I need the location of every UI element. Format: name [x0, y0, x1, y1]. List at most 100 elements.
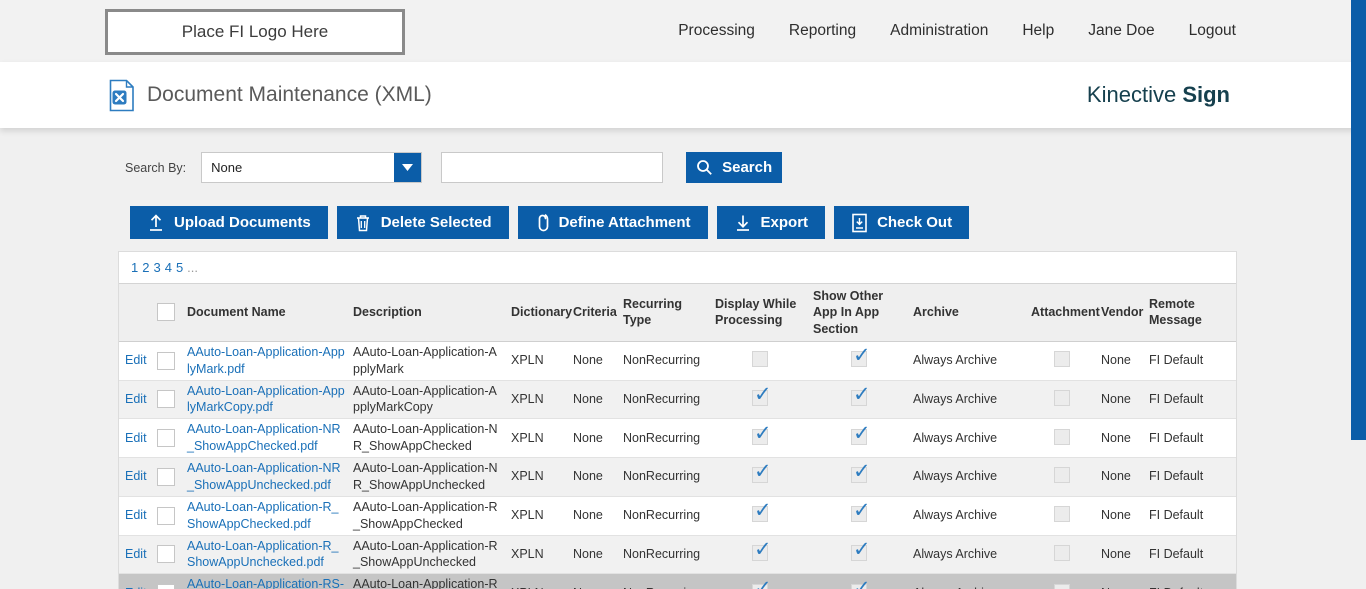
edit-link[interactable]: Edit	[125, 353, 147, 368]
document-name-link[interactable]: AAuto-Loan-Application-R_ShowAppUnchecke…	[187, 538, 339, 570]
row-checkbox[interactable]	[157, 584, 175, 589]
display-while-processing-checkbox[interactable]	[752, 458, 772, 487]
edit-link[interactable]: Edit	[125, 430, 147, 445]
nav-item-processing[interactable]: Processing	[678, 22, 755, 39]
row-checkbox[interactable]	[157, 429, 175, 448]
row-checkbox[interactable]	[157, 545, 175, 564]
nav-item-help[interactable]: Help	[1022, 22, 1055, 39]
table-row: Edit AAuto-Loan-Application-NR_ShowAppCh…	[119, 419, 1236, 458]
recurring-type-cell: NonRecurring	[623, 353, 701, 368]
page-link-4[interactable]: 4	[164, 260, 172, 275]
criteria-cell: None	[573, 469, 603, 484]
check-out-button[interactable]: Check Out	[834, 206, 970, 239]
page-link-5[interactable]: 5	[175, 260, 184, 275]
table-row: Edit AAuto-Loan-Application-RS-AFD731-te…	[119, 573, 1236, 589]
upload-icon	[147, 213, 165, 232]
search-button[interactable]: Search	[686, 152, 783, 183]
chevron-down-icon[interactable]	[394, 153, 422, 182]
brand-logo: Kinective Sign	[1087, 62, 1230, 128]
edit-link[interactable]: Edit	[125, 508, 147, 523]
recurring-type-cell: NonRecurring	[623, 508, 701, 523]
show-other-app-checkbox[interactable]	[851, 420, 871, 448]
column-header-remote-message: Remote Message	[1147, 284, 1236, 342]
row-checkbox[interactable]	[157, 506, 175, 525]
document-name-link[interactable]: AAuto-Loan-Application-RS-AFD731-test.pd…	[187, 577, 345, 589]
recurring-type-cell: NonRecurring	[623, 391, 701, 406]
display-while-processing-checkbox[interactable]	[752, 497, 772, 526]
attachment-checkbox[interactable]	[1054, 389, 1070, 406]
document-name-link[interactable]: AAuto-Loan-Application-R_ShowAppChecked.…	[187, 499, 339, 531]
edit-link[interactable]: Edit	[125, 586, 147, 589]
edit-link[interactable]: Edit	[125, 391, 147, 406]
document-name-link[interactable]: AAuto-Loan-Application-ApplyMarkCopy.pdf	[187, 383, 345, 415]
document-name-link[interactable]: AAuto-Loan-Application-NR_ShowAppUncheck…	[187, 461, 341, 492]
row-checkbox[interactable]	[157, 351, 175, 370]
pagination: 1 2 3 4 5...	[119, 252, 1236, 284]
edit-link[interactable]: Edit	[125, 546, 147, 561]
display-while-processing-checkbox[interactable]	[752, 420, 772, 448]
display-while-processing-checkbox[interactable]	[752, 536, 772, 564]
define-attachment-button[interactable]: Define Attachment	[517, 206, 708, 239]
search-row: Search By: None Search	[125, 152, 1366, 183]
remote-message-cell: FI Default	[1149, 546, 1204, 561]
edit-link[interactable]: Edit	[125, 469, 147, 484]
show-other-app-checkbox[interactable]	[851, 497, 871, 526]
attachment-checkbox[interactable]	[1054, 428, 1070, 445]
search-by-dropdown[interactable]: None	[201, 152, 423, 183]
nav-item-jane-doe[interactable]: Jane Doe	[1088, 22, 1155, 39]
criteria-cell: None	[571, 574, 621, 589]
display-while-processing-checkbox[interactable]	[752, 381, 772, 409]
attachment-checkbox[interactable]	[1054, 351, 1070, 368]
dictionary-cell: XPLN	[511, 508, 544, 523]
page-title: Document Maintenance (XML)	[147, 83, 432, 106]
button-label: Define Attachment	[558, 214, 691, 231]
document-name-link[interactable]: AAuto-Loan-Application-NR_ShowAppChecked…	[187, 422, 341, 454]
toolbar: Upload Documents Delete Selected Define At…	[130, 206, 1366, 239]
page-link-2[interactable]: 2	[142, 260, 150, 275]
show-other-app-checkbox[interactable]	[851, 536, 871, 564]
nav-item-administration[interactable]: Administration	[890, 22, 989, 39]
show-other-app-checkbox[interactable]	[851, 575, 871, 589]
document-tools-icon	[108, 79, 135, 112]
nav-item-reporting[interactable]: Reporting	[788, 22, 857, 39]
attachment-checkbox[interactable]	[1054, 544, 1070, 561]
delete-selected-button[interactable]: Delete Selected	[336, 206, 509, 239]
criteria-cell: None	[573, 353, 603, 368]
archive-cell: Always Archive	[913, 391, 998, 406]
dictionary-cell: XPLN	[511, 430, 544, 445]
page-link-3[interactable]: 3	[153, 260, 161, 275]
display-while-processing-checkbox[interactable]	[752, 351, 768, 368]
show-other-app-checkbox[interactable]	[851, 458, 871, 487]
recurring-type-cell: NonRecurring	[623, 469, 701, 484]
search-input[interactable]	[441, 152, 664, 183]
button-label: Export	[760, 214, 809, 231]
nav-item-logout[interactable]: Logout	[1188, 22, 1236, 39]
row-checkbox[interactable]	[157, 467, 175, 486]
paperclip-icon	[535, 213, 550, 233]
export-button[interactable]: Export	[716, 206, 826, 239]
main-nav: Processing Reporting Administration Help Jan…	[678, 0, 1236, 62]
vendor-cell: None	[1101, 391, 1131, 406]
row-checkbox[interactable]	[157, 390, 175, 409]
description-cell: AAuto-Loan-Application-RS-AFD731-test	[353, 577, 498, 589]
dictionary-cell: XPLN	[511, 469, 544, 484]
scrollbar-thumb[interactable]	[1351, 0, 1366, 440]
page-link-1[interactable]: 1	[131, 260, 139, 275]
select-all-checkbox[interactable]	[157, 303, 175, 322]
column-header-archive: Archive	[911, 284, 1029, 342]
archive-cell: Always Archive	[913, 430, 998, 445]
attachment-checkbox[interactable]	[1054, 506, 1070, 523]
column-header-recurring-type: Recurring Type	[621, 284, 713, 342]
dictionary-cell: XPLN	[509, 574, 571, 589]
show-other-app-checkbox[interactable]	[851, 342, 871, 371]
upload-documents-button[interactable]: Upload Documents	[130, 206, 328, 239]
attachment-checkbox[interactable]	[1054, 467, 1070, 484]
attachment-checkbox[interactable]	[1054, 583, 1070, 589]
column-header-description: Description	[351, 284, 509, 342]
remote-message-cell: FI Default	[1149, 353, 1204, 368]
display-while-processing-checkbox[interactable]	[752, 575, 772, 589]
fi-logo-text: Place FI Logo Here	[181, 22, 329, 41]
document-name-link[interactable]: AAuto-Loan-Application-ApplyMark.pdf	[187, 344, 345, 376]
show-other-app-checkbox[interactable]	[851, 381, 871, 409]
edit-column-header	[119, 284, 155, 342]
